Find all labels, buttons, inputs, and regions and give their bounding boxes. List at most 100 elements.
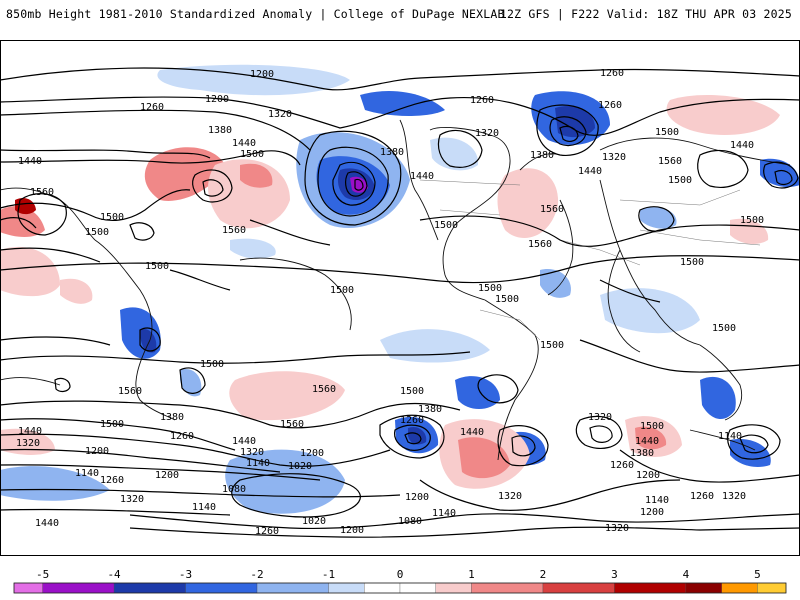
colorbar-segments [13, 582, 787, 594]
colorbar-segment [542, 582, 615, 594]
colorbar-tick-label: -1 [322, 568, 335, 581]
label-1260: 1260 [470, 95, 494, 106]
label-1200: 1200 [250, 69, 274, 80]
label-1500: 1500 [478, 283, 502, 294]
colorbar-segment [614, 582, 687, 594]
label-1260: 1260 [170, 431, 194, 442]
label-1260: 1260 [400, 415, 424, 426]
label-1380: 1380 [160, 412, 184, 423]
label-1320: 1320 [605, 523, 629, 534]
label-1320: 1320 [475, 128, 499, 139]
label-1500: 1500 [100, 212, 124, 223]
label-1440: 1440 [35, 518, 59, 529]
label-1560: 1560 [222, 225, 246, 236]
label-1380: 1380 [530, 150, 554, 161]
label-1440: 1440 [232, 138, 256, 149]
colorbar-tick-label: -4 [107, 568, 121, 581]
label-1440: 1440 [18, 156, 42, 167]
colorbar-segment [471, 582, 544, 594]
label-1500: 1500 [655, 127, 679, 138]
label-1200: 1200 [155, 470, 179, 481]
label-1500: 1500 [330, 285, 354, 296]
label-1440: 1440 [578, 166, 602, 177]
label-1380: 1380 [418, 404, 442, 415]
label-1140: 1140 [645, 495, 669, 506]
colorbar-segment [685, 582, 722, 594]
label-1560: 1560 [118, 386, 142, 397]
label-1380: 1380 [630, 448, 654, 459]
label-1500: 1500 [240, 149, 264, 160]
colorbar-segment [256, 582, 329, 594]
colorbar: -5 -4 -3 -2 -1 0 1 2 3 4 5 [0, 568, 800, 600]
label-1260: 1260 [598, 100, 622, 111]
map-title: 850mb Height 1981-2010 Standardized Anom… [6, 7, 505, 21]
colorbar-tick-label: -3 [179, 568, 192, 581]
colorbar-tick-label: 1 [468, 568, 475, 581]
label-1140: 1140 [192, 502, 216, 513]
label-1320: 1320 [722, 491, 746, 502]
positive-anomaly-shading [0, 95, 780, 489]
label-1560: 1560 [658, 156, 682, 167]
colorbar-tick-label: 0 [397, 568, 404, 581]
label-1500: 1500 [540, 340, 564, 351]
map-canvas: 1200 1200 1260 1260 1260 1260 1320 1320 … [0, 40, 800, 556]
label-1500: 1500 [145, 261, 169, 272]
label-1140: 1140 [718, 431, 742, 442]
label-1560: 1560 [540, 204, 564, 215]
colorbar-tick-label: 2 [540, 568, 547, 581]
label-1500: 1500 [640, 421, 664, 432]
label-1500: 1500 [85, 227, 109, 238]
label-1080: 1080 [222, 484, 246, 495]
label-1200: 1200 [340, 525, 364, 536]
label-1500: 1500 [100, 419, 124, 430]
colorbar-segment [113, 582, 186, 594]
label-1260: 1260 [140, 102, 164, 113]
header: 850mb Height 1981-2010 Standardized Anom… [0, 0, 800, 30]
label-1440: 1440 [18, 426, 42, 437]
label-1200: 1200 [85, 446, 109, 457]
label-1500: 1500 [495, 294, 519, 305]
label-1140: 1140 [246, 458, 270, 469]
colorbar-segment [328, 582, 365, 594]
label-1200: 1200 [300, 448, 324, 459]
label-1500: 1500 [200, 359, 224, 370]
colorbar-segment [13, 582, 43, 594]
label-1500: 1500 [400, 386, 424, 397]
label-1500: 1500 [712, 323, 736, 334]
colorbar-segment [364, 582, 401, 594]
colorbar-tick-label: 3 [611, 568, 618, 581]
label-1320: 1320 [120, 494, 144, 505]
label-1380: 1380 [208, 125, 232, 136]
label-1140: 1140 [432, 508, 456, 519]
label-1200: 1200 [405, 492, 429, 503]
political-borders [419, 179, 761, 341]
colorbar-segment [399, 582, 436, 594]
label-1020: 1020 [288, 461, 312, 472]
colorbar-ticks: -5 -4 -3 -2 -1 0 1 2 3 4 5 [36, 568, 761, 581]
label-1140: 1140 [75, 468, 99, 479]
model-run-label: 12Z GFS | F222 Valid: 18Z THU APR 03 202… [499, 7, 792, 21]
label-1200: 1200 [640, 507, 664, 518]
colorbar-tick-label: 5 [754, 568, 761, 581]
colorbar-segment [435, 582, 472, 594]
colorbar-segment [185, 582, 258, 594]
label-1560: 1560 [312, 384, 336, 395]
colorbar-segment [757, 582, 787, 594]
label-1080: 1080 [398, 516, 422, 527]
colorbar-canvas: -5 -4 -3 -2 -1 0 1 2 3 4 5 [13, 568, 787, 594]
label-1200: 1200 [636, 470, 660, 481]
label-1500: 1500 [680, 257, 704, 268]
label-1260: 1260 [610, 460, 634, 471]
label-1560: 1560 [528, 239, 552, 250]
label-1560: 1560 [280, 419, 304, 430]
height-contours [0, 67, 800, 538]
colorbar-tick-label: -2 [250, 568, 263, 581]
label-1260: 1260 [600, 68, 624, 79]
label-1440: 1440 [730, 140, 754, 151]
colorbar-tick-label: 4 [683, 568, 690, 581]
label-1500: 1500 [668, 175, 692, 186]
label-1560: 1560 [30, 187, 54, 198]
label-1020: 1020 [302, 516, 326, 527]
label-1500: 1500 [740, 215, 764, 226]
label-1380: 1380 [380, 147, 404, 158]
